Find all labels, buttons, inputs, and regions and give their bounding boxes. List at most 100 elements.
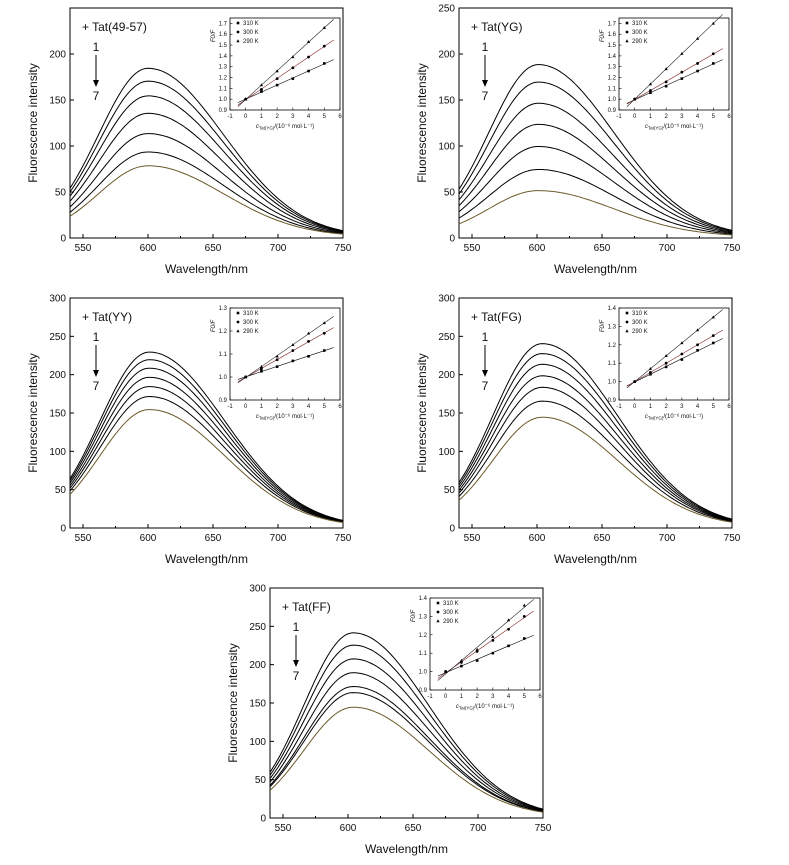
x-tick-label: 550 bbox=[464, 243, 481, 254]
y-tick-label: 100 bbox=[438, 447, 455, 458]
inset-y-tick-label: 0.9 bbox=[419, 688, 428, 694]
legend-marker-triangle bbox=[625, 329, 629, 333]
chart-panel-tat-49-57: 550 600 650 700 750 0 50 100 150 200 Wavelength/nm… bbox=[10, 0, 370, 285]
arrow-end-label: 7 bbox=[93, 89, 100, 103]
quench-arrow-head bbox=[93, 80, 99, 87]
legend-label: 290 K bbox=[632, 329, 648, 335]
spectrum-line-3 bbox=[69, 95, 344, 233]
x-tick-label: 750 bbox=[724, 243, 741, 254]
inset-x-tick-label: 6 bbox=[538, 694, 542, 700]
arrow-start-label: 1 bbox=[293, 620, 300, 634]
x-tick-label: 600 bbox=[340, 823, 357, 834]
spectrum-line-4 bbox=[69, 376, 344, 522]
spectrum-line-4 bbox=[458, 123, 733, 233]
inset-point-square bbox=[664, 84, 668, 88]
inset-point-square bbox=[307, 69, 310, 73]
y-tick-label: 50 bbox=[55, 188, 67, 199]
inset-fit-line bbox=[626, 338, 723, 387]
inset-fit-line bbox=[626, 59, 723, 104]
legend-marker-circle bbox=[236, 320, 240, 324]
inset-point-square bbox=[275, 83, 279, 87]
inset-x-tick-label: 4 bbox=[696, 404, 700, 410]
x-tick-label: 550 bbox=[275, 823, 292, 834]
y-tick-label: 100 bbox=[49, 447, 66, 458]
inset-fit-line bbox=[626, 309, 723, 389]
y-tick-label: 100 bbox=[438, 142, 455, 153]
inset-y-axis-label: F0/F bbox=[600, 30, 606, 43]
inset-point-circle bbox=[696, 62, 699, 65]
inset-x-tick-label: 3 bbox=[680, 114, 684, 120]
inset-point-triangle bbox=[522, 603, 526, 607]
inset-y-tick-label: 1.3 bbox=[419, 614, 428, 620]
y-tick-label: 0 bbox=[60, 524, 66, 535]
spectrum-line-1 bbox=[458, 343, 733, 520]
inset-point-triangle bbox=[306, 331, 311, 335]
inset-x-tick-label: 2 bbox=[275, 404, 279, 410]
inset-x-axis-label: cTat(YG)/(10⁻⁶ mol·L⁻¹) bbox=[456, 703, 514, 711]
inset-point-triangle bbox=[459, 658, 464, 662]
inset-fit-line bbox=[437, 634, 534, 677]
arrow-start-label: 1 bbox=[93, 330, 100, 344]
y-tick-label: 150 bbox=[49, 96, 66, 107]
inset-y-tick-label: 1.0 bbox=[219, 97, 228, 103]
x-tick-label: 750 bbox=[724, 533, 741, 544]
inset-x-tick-label: -1 bbox=[427, 694, 433, 700]
y-tick-label: 250 bbox=[49, 332, 66, 343]
spectrum-line-5 bbox=[269, 685, 544, 812]
inset-point-circle bbox=[711, 52, 715, 56]
inset-point-triangle bbox=[664, 67, 668, 71]
inset-point-triangle bbox=[648, 82, 653, 86]
inset-x-tick-label: 5 bbox=[712, 114, 716, 120]
inset-point-square bbox=[664, 365, 668, 369]
chart-svg: 550 600 650 700 750050100150200250300Wavelen… bbox=[26, 294, 352, 567]
inset-plot: -1 0 1 2 3 4 5 6 0.9 1.0 1.1 1.2 1.3 1.4 F0/F cTat(YG)/… bbox=[411, 596, 542, 711]
inset-x-tick-label: 5 bbox=[712, 404, 716, 410]
legend-label: 310 K bbox=[443, 601, 459, 607]
inset-point-circle bbox=[322, 44, 326, 48]
plot-frame bbox=[69, 7, 344, 239]
x-tick-label: 600 bbox=[140, 243, 157, 254]
compound-label: + Tat(FG) bbox=[471, 310, 522, 324]
x-tick-label: 700 bbox=[470, 823, 487, 834]
inset-x-tick-label: 3 bbox=[291, 404, 295, 410]
legend-marker-square bbox=[236, 311, 240, 315]
y-axis-label: Fluorescence intensity bbox=[415, 353, 429, 472]
inset-x-tick-label: -1 bbox=[227, 114, 233, 120]
spectrum-line-2 bbox=[269, 644, 544, 811]
spectrum-line-5 bbox=[458, 146, 733, 234]
inset-y-tick-label: 1.4 bbox=[608, 306, 617, 312]
y-tick-label: 200 bbox=[49, 50, 66, 61]
inset-point-circle bbox=[507, 627, 510, 631]
arrow-start-label: 1 bbox=[93, 40, 100, 54]
inset-point-circle bbox=[649, 371, 652, 374]
legend-marker-square bbox=[436, 601, 440, 605]
inset-point-circle bbox=[307, 339, 310, 343]
legend-label: 290 K bbox=[243, 39, 259, 45]
inset-plot: -1 0 1 2 3 4 5 6 0.9 1.0 1.1 1.2 1.3 1.4 F0/F cTat(YG)/… bbox=[600, 306, 731, 421]
quench-arrow-head bbox=[93, 370, 99, 377]
inset-x-tick-label: 1 bbox=[260, 114, 264, 120]
inset-x-tick-label: 1 bbox=[649, 404, 653, 410]
inset-point-circle bbox=[649, 89, 652, 92]
inset-y-tick-label: 1.0 bbox=[419, 670, 428, 676]
inset-y-tick-label: 1.1 bbox=[608, 361, 617, 367]
inset-point-square bbox=[711, 341, 715, 345]
spectrum-line-5 bbox=[69, 133, 344, 234]
inset-y-axis-label: F0/F bbox=[211, 320, 217, 333]
inset-y-tick-label: 1.0 bbox=[608, 380, 617, 386]
legend-label: 300 K bbox=[443, 610, 459, 616]
legend-label: 300 K bbox=[632, 320, 648, 326]
inset-point-triangle bbox=[506, 618, 511, 622]
inset-x-tick-label: 6 bbox=[338, 114, 342, 120]
inset-fit-line bbox=[237, 327, 334, 383]
y-tick-label: 0 bbox=[260, 814, 266, 825]
inset-point-triangle bbox=[275, 69, 279, 73]
inset-x-tick-label: 4 bbox=[307, 114, 311, 120]
plot-frame bbox=[458, 7, 733, 239]
arrow-end-label: 7 bbox=[482, 89, 489, 103]
inset-point-triangle bbox=[680, 52, 684, 55]
inset-x-tick-label: 0 bbox=[444, 694, 448, 700]
inset-x-tick-label: 5 bbox=[323, 404, 327, 410]
inset-y-tick-label: 1.0 bbox=[219, 375, 228, 381]
inset-y-tick-label: 1.7 bbox=[608, 21, 617, 27]
